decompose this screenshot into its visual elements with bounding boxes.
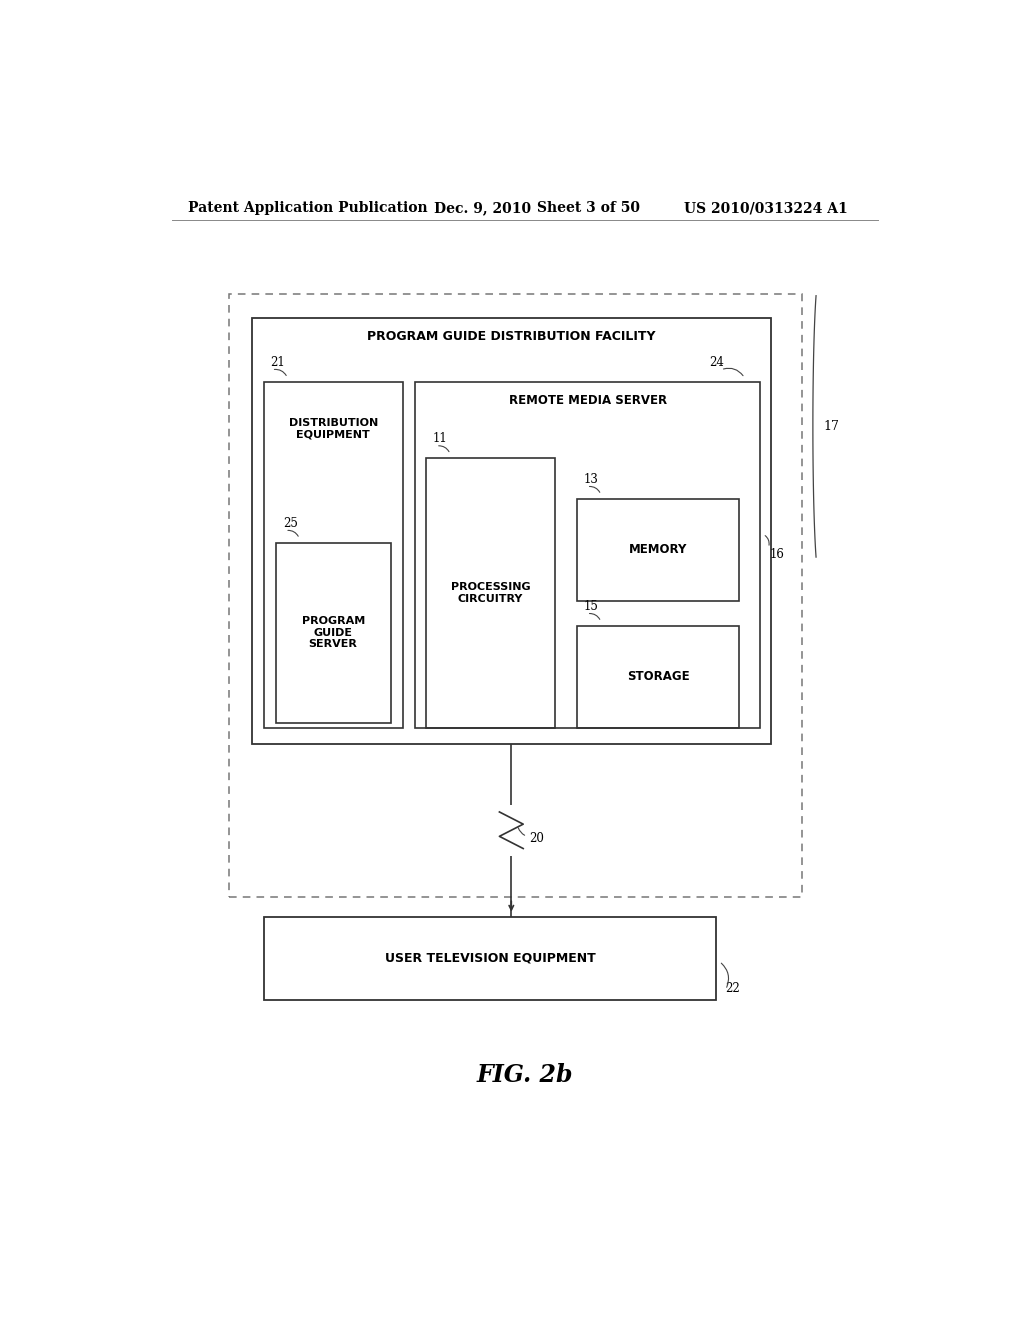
Bar <box>578 499 739 601</box>
Text: REMOTE MEDIA SERVER: REMOTE MEDIA SERVER <box>509 393 667 407</box>
Text: MEMORY: MEMORY <box>629 544 687 556</box>
Text: 11: 11 <box>433 432 447 445</box>
Text: Sheet 3 of 50: Sheet 3 of 50 <box>537 201 640 215</box>
Text: 24: 24 <box>709 356 724 368</box>
Bar <box>264 916 716 1001</box>
Bar <box>426 458 555 727</box>
Text: 13: 13 <box>584 473 598 486</box>
Text: 21: 21 <box>270 356 285 368</box>
Bar <box>416 381 761 727</box>
Text: 20: 20 <box>528 832 544 845</box>
Bar <box>252 318 771 744</box>
Text: FIG. 2b: FIG. 2b <box>476 1063 573 1088</box>
Text: DISTRIBUTION
EQUIPMENT: DISTRIBUTION EQUIPMENT <box>289 417 378 440</box>
Bar <box>275 543 391 722</box>
Bar <box>228 293 802 898</box>
Text: 22: 22 <box>726 982 740 995</box>
Text: STORAGE: STORAGE <box>627 671 689 684</box>
Text: PROCESSING
CIRCUITRY: PROCESSING CIRCUITRY <box>451 582 530 603</box>
Text: PROGRAM
GUIDE
SERVER: PROGRAM GUIDE SERVER <box>301 616 365 649</box>
Text: Dec. 9, 2010: Dec. 9, 2010 <box>433 201 530 215</box>
Text: Patent Application Publication: Patent Application Publication <box>187 201 427 215</box>
Text: PROGRAM GUIDE DISTRIBUTION FACILITY: PROGRAM GUIDE DISTRIBUTION FACILITY <box>367 330 655 343</box>
Bar <box>578 626 739 727</box>
Text: USER TELEVISION EQUIPMENT: USER TELEVISION EQUIPMENT <box>384 952 595 965</box>
Text: US 2010/0313224 A1: US 2010/0313224 A1 <box>684 201 847 215</box>
Text: 25: 25 <box>284 516 298 529</box>
Bar <box>264 381 402 727</box>
Text: 17: 17 <box>823 420 839 433</box>
Text: 16: 16 <box>770 548 785 561</box>
Text: 15: 15 <box>584 599 598 612</box>
